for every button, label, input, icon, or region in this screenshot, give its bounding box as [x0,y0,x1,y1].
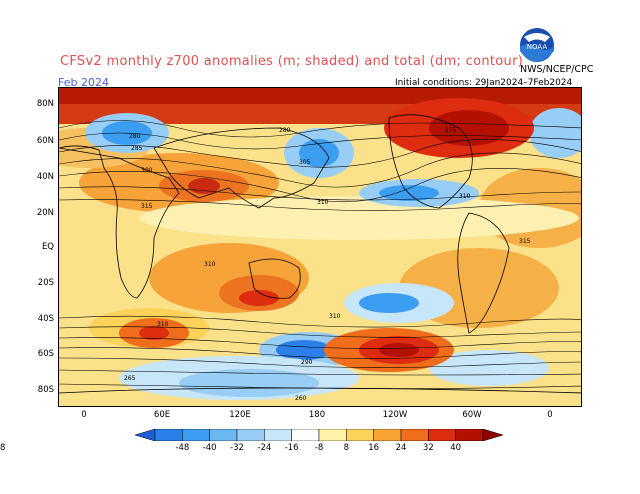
lon-label: 120E [229,410,251,420]
lat-label: 40S [37,314,54,324]
contour-label: 275 [445,127,457,134]
contour-label: 305 [299,159,311,166]
colorbar [135,429,503,441]
lat-label: 60N [36,136,54,146]
colorbar-swatch [318,429,347,441]
colorbar-tick-label: -24 [257,443,272,453]
colorbar-swatch [400,429,429,441]
lat-label: 80N [36,99,54,109]
lat-label: 60S [37,349,54,359]
contour-label: 290 [301,359,313,366]
initial-conditions: Initial conditions: 29Jan2024–7Feb2024 [395,78,573,88]
lon-label: 0 [81,410,87,420]
contour-label: 265 [124,375,136,382]
colorbar-tick-label: -48 [175,443,190,453]
colorbar-swatch [346,429,374,441]
colorbar-tick-label: -16 [284,443,299,453]
colorbar-arrow-high [482,429,503,441]
contour-label: 315 [141,203,153,210]
lat-label: 80S [37,385,54,395]
contour-label: 260 [295,395,307,402]
lon-label: 180 [308,410,326,420]
colorbar-swatch [209,429,238,441]
colorbar-swatch [236,429,265,441]
contour-label: 310 [157,321,169,328]
colorbar-swatch [154,429,183,441]
colorbar-arrow-low [135,429,156,441]
colorbar-tick-label: -32 [230,443,244,453]
forecast-month: Feb 2024 [58,76,109,89]
contour-label: 310 [317,199,329,206]
contour-label: 285 [131,145,143,152]
contour-label: 315 [519,238,531,245]
colorbar-swatch [264,429,292,441]
lat-label: EQ [41,242,54,252]
colorbar-tick-label: 48 [0,443,6,453]
contour-label: 310 [204,261,216,268]
contour-label: 280 [129,133,141,140]
lon-label: 60E [153,410,171,420]
lon-label: 120W [382,410,408,420]
colorbar-tick-label: 24 [395,443,407,453]
lat-label: 20N [36,208,54,218]
lon-label: 0 [547,410,553,420]
colorbar-tick-label: 32 [422,443,434,453]
contour-label: 300 [141,167,153,174]
colorbar-swatch [182,429,210,441]
contour-label: 280 [279,127,291,134]
colorbar-swatch [455,429,484,441]
colorbar-tick-label: 40 [450,443,462,453]
map-title: CFSv2 monthly z700 anomalies (m; shaded)… [60,54,524,69]
colorbar-tick-label: 16 [368,443,380,453]
contour-label: 310 [329,313,341,320]
noaa-logo-icon: NOAA [520,28,554,62]
map-canvas: 280 280 285 300 305 310 310 315 315 310 … [59,88,581,406]
colorbar-tick-label: -40 [202,443,217,453]
lon-label: 60W [462,410,482,420]
agency-label: NWS/NCEP/CPC [520,64,594,75]
colorbar-swatch [428,429,456,441]
logo-text: NOAA [527,43,548,51]
contour-label: 310 [459,193,471,200]
colorbar-tick-label: 8 [343,443,350,453]
colorbar-tick-label: -8 [314,443,324,453]
anomaly-map: 280 280 285 300 305 310 310 315 315 310 … [58,87,582,407]
lat-label: 40N [36,172,54,182]
lat-label: 20S [37,278,54,288]
colorbar-swatch [291,429,320,441]
colorbar-swatch [373,429,402,441]
